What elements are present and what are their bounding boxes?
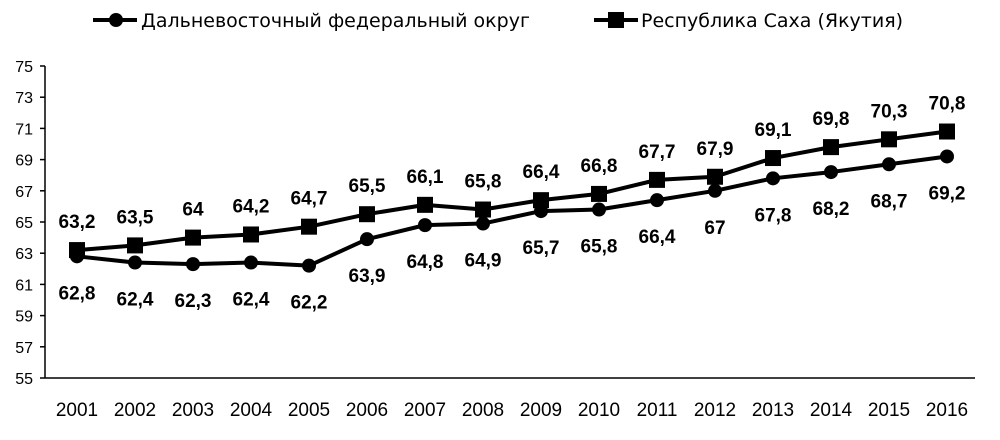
series-2-point [823,139,839,156]
x-tick-label: 2008 [462,400,504,421]
x-tick-label: 2014 [810,400,853,421]
x-tick-label: 2001 [56,400,98,421]
data-label: 67,7 [639,142,676,163]
series-2-point [69,242,85,259]
x-tick-label: 2011 [637,400,678,421]
data-label: 62,8 [59,283,96,304]
data-label: 62,2 [291,293,328,314]
series-1-point [940,149,954,164]
series-2-point [475,201,491,218]
y-tick-label: 59 [15,309,33,326]
data-label: 65,5 [349,176,386,197]
data-label: 67 [704,218,725,239]
series-1-point [882,157,896,172]
y-tick-label: 61 [15,277,33,294]
x-tick-label: 2015 [868,400,910,421]
data-label: 66,4 [523,162,560,183]
data-label: 66,8 [581,156,618,177]
legend-marker-series-1 [109,13,123,27]
y-tick-label: 67 [15,184,33,201]
data-label: 64 [182,200,204,221]
series-1-point [650,193,664,208]
x-tick-label: 2009 [520,400,562,421]
series-1-point [592,202,606,217]
data-label: 67,8 [755,205,792,226]
data-label: 64,9 [465,251,502,272]
series-2-point [185,229,201,246]
series-line-1 [76,154,948,268]
series-2-point [359,206,375,223]
series-2-point [301,218,317,235]
data-label: 65,8 [465,172,502,193]
series-2-point [533,192,549,209]
x-tick-label: 2002 [114,400,156,421]
data-label: 68,7 [871,191,908,212]
y-tick-label: 69 [15,153,33,170]
legend-label-series-2: Республика Саха (Якутия) [641,10,903,32]
series-1-point [766,171,780,186]
data-label: 62,3 [175,291,212,312]
data-label: 69,2 [929,183,966,204]
series-2-point [649,171,665,188]
series-1-point [186,257,200,272]
series-2-point [417,196,433,213]
data-label: 63,5 [117,207,154,228]
data-label: 62,4 [117,290,154,311]
series-1-point [244,255,258,270]
data-label: 70,8 [929,94,966,115]
data-label: 63,9 [349,266,386,287]
y-tick-label: 71 [15,121,33,138]
series-1-point [824,165,838,180]
data-label: 64,7 [291,189,328,210]
data-label: 64,2 [233,196,270,217]
series-2-point [881,131,897,148]
data-label: 66,4 [639,227,676,248]
series-2-point [765,150,781,167]
data-label: 70,3 [871,101,908,122]
x-tick-label: 2010 [578,400,620,421]
series-2-point [939,123,955,140]
y-tick-label: 57 [15,340,33,357]
series-2-point [243,226,259,243]
x-tick-label: 2016 [926,400,968,421]
data-label: 68,2 [813,199,850,220]
series-1-point [418,218,432,233]
series-2-point [127,237,143,254]
data-label: 65,8 [581,237,618,258]
series-1-point [128,255,142,270]
x-tick-label: 2012 [694,400,736,421]
series-line-2 [76,129,948,253]
series-2-point [591,185,607,202]
data-label: 66,1 [407,167,444,188]
x-tick-label: 2005 [288,400,330,421]
series-1-point [302,258,316,273]
data-label: 64,8 [407,252,444,273]
data-label: 69,1 [755,120,792,141]
legend-label-series-1: Дальневосточный федеральный округ [141,10,530,32]
series-1-point [360,232,374,247]
data-label: 62,4 [233,290,270,311]
series-1-point [708,183,722,198]
y-tick-label: 73 [15,90,33,107]
series-1-point [476,216,490,231]
y-tick-label: 75 [15,59,33,76]
y-tick-label: 63 [15,246,33,263]
data-label: 65,7 [523,238,560,259]
x-tick-label: 2013 [752,400,794,421]
x-tick-label: 2007 [404,400,446,421]
data-label: 69,8 [813,109,850,130]
y-tick-label: 65 [15,215,33,232]
x-tick-label: 2003 [172,400,214,421]
legend-marker-series-2 [608,12,624,28]
x-tick-label: 2004 [230,400,273,421]
x-tick-label: 2006 [346,400,388,421]
data-label: 63,2 [59,212,96,233]
data-label: 67,9 [697,139,734,160]
y-tick-label: 55 [15,371,33,388]
series-2-point [707,168,723,185]
